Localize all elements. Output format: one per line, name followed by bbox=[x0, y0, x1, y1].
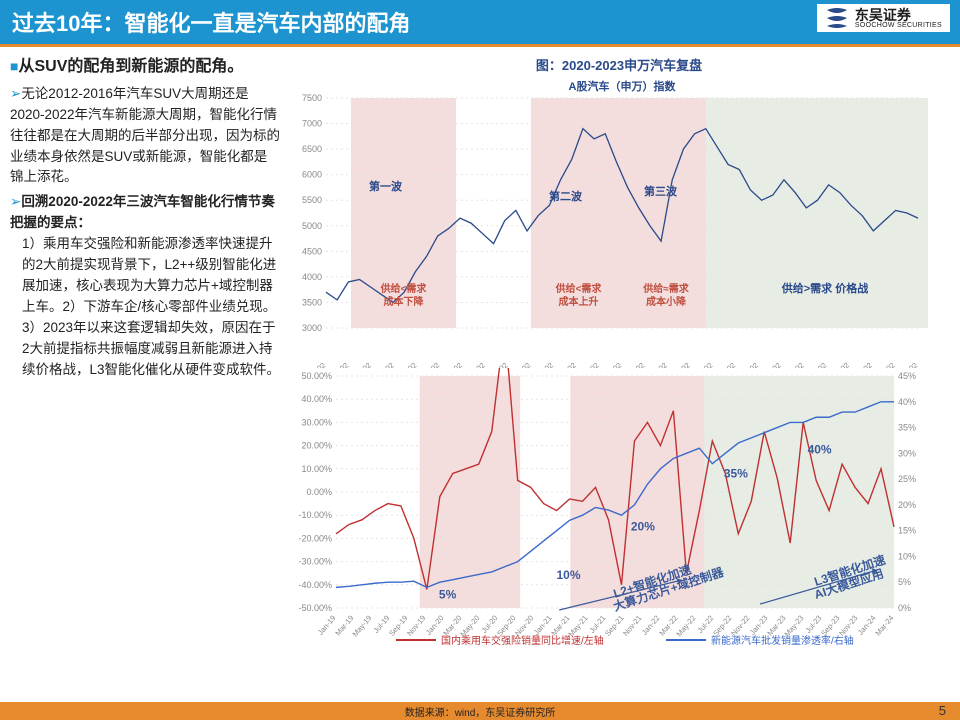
svg-text:30%: 30% bbox=[898, 448, 916, 458]
svg-text:-50.00%: -50.00% bbox=[298, 603, 332, 613]
svg-text:6000: 6000 bbox=[302, 170, 322, 180]
svg-text:20%: 20% bbox=[898, 500, 916, 510]
company-logo: 东吴证券 SOOCHOW SECURITIES bbox=[817, 4, 950, 32]
svg-text:7000: 7000 bbox=[302, 119, 322, 129]
svg-text:第一波: 第一波 bbox=[369, 179, 403, 193]
page-number: 5 bbox=[939, 703, 946, 718]
svg-text:-20.00%: -20.00% bbox=[298, 533, 332, 543]
svg-text:国内乘用车交强险销量同比增速/左轴: 国内乘用车交强险销量同比增速/左轴 bbox=[441, 634, 604, 647]
text-column: ■从SUV的配角到新能源的配角。 ➢无论2012-2016年汽车SUV大周期还是… bbox=[10, 55, 280, 648]
svg-text:May-23: May-23 bbox=[783, 614, 806, 639]
svg-text:2020-01-02: 2020-01-02 bbox=[292, 361, 327, 368]
footer-source: 数据来源：wind，东吴证券研究所 bbox=[405, 704, 556, 719]
svg-text:35%: 35% bbox=[724, 467, 748, 481]
svg-text:7500: 7500 bbox=[302, 93, 322, 103]
chart-title: 图：2020-2023申万汽车复盘 bbox=[288, 55, 950, 74]
svg-text:第二波: 第二波 bbox=[549, 189, 583, 203]
svg-text:成本小降: 成本小降 bbox=[646, 295, 687, 308]
svg-text:10%: 10% bbox=[556, 568, 580, 582]
svg-text:5%: 5% bbox=[898, 577, 911, 587]
svg-text:6500: 6500 bbox=[302, 144, 322, 154]
svg-text:May-22: May-22 bbox=[675, 614, 698, 639]
svg-text:-40.00%: -40.00% bbox=[298, 580, 332, 590]
bullet-h2: ➢回溯2020-2022年三波汽车智能化行情节奏把握的要点： bbox=[10, 192, 280, 234]
svg-text:0.00%: 0.00% bbox=[306, 487, 332, 497]
top-chart: 3000 3500 4000 4500 5000 5500 6000 6500 7000 7500… bbox=[288, 78, 928, 368]
svg-text:供给<需求: 供给<需求 bbox=[380, 282, 428, 295]
svg-text:-10.00%: -10.00% bbox=[298, 510, 332, 520]
svg-text:5500: 5500 bbox=[302, 195, 322, 205]
svg-text:35%: 35% bbox=[898, 423, 916, 433]
svg-text:40%: 40% bbox=[808, 442, 832, 456]
svg-text:Nov-23: Nov-23 bbox=[837, 614, 859, 638]
svg-text:0%: 0% bbox=[898, 603, 911, 613]
svg-text:3000: 3000 bbox=[302, 323, 322, 333]
svg-text:30.00%: 30.00% bbox=[301, 417, 332, 427]
svg-text:40%: 40% bbox=[898, 397, 916, 407]
logo-icon bbox=[825, 6, 849, 30]
svg-text:新能源汽车批发销量渗透率/右轴: 新能源汽车批发销量渗透率/右轴 bbox=[711, 634, 854, 647]
svg-text:5%: 5% bbox=[439, 587, 457, 601]
svg-text:-30.00%: -30.00% bbox=[298, 557, 332, 567]
svg-text:10%: 10% bbox=[898, 551, 916, 561]
svg-text:Mar-24: Mar-24 bbox=[873, 614, 895, 638]
svg-text:25%: 25% bbox=[898, 474, 916, 484]
bullet-heading: ■从SUV的配角到新能源的配角。 bbox=[10, 55, 280, 80]
svg-text:成本下降: 成本下降 bbox=[384, 295, 425, 308]
bullet-p2: 1）乘用车交强险和新能源渗透率快速提升的2大前提实现背景下，L2++级别智能化进… bbox=[10, 234, 280, 380]
bullet-p1: ➢无论2012-2016年汽车SUV大周期还是2020-2022年汽车新能源大周… bbox=[10, 84, 280, 189]
svg-text:供给≈需求: 供给≈需求 bbox=[642, 282, 689, 295]
slide-title: 过去10年：智能化一直是汽车内部的配角 bbox=[12, 6, 410, 38]
svg-text:40.00%: 40.00% bbox=[301, 394, 332, 404]
svg-text:20%: 20% bbox=[631, 520, 655, 534]
bottom-chart-svg: -50.00% -40.00% -30.00% -20.00% -10.00% 0.00%… bbox=[288, 368, 928, 648]
svg-text:45%: 45% bbox=[898, 371, 916, 381]
footer-bar: 数据来源：wind，东吴证券研究所 bbox=[0, 702, 960, 720]
svg-text:Nov-22: Nov-22 bbox=[729, 614, 751, 638]
svg-text:Nov-19: Nov-19 bbox=[405, 614, 427, 638]
top-chart-svg: 3000 3500 4000 4500 5000 5500 6000 6500 7000 7500… bbox=[288, 78, 928, 368]
svg-text:Nov-20: Nov-20 bbox=[513, 614, 535, 638]
svg-text:Nov-21: Nov-21 bbox=[621, 614, 643, 638]
svg-text:4500: 4500 bbox=[302, 246, 322, 256]
svg-text:5000: 5000 bbox=[302, 221, 322, 231]
logo-cn: 东吴证券 bbox=[855, 8, 942, 22]
svg-text:供给>需求 价格战: 供给>需求 价格战 bbox=[781, 281, 868, 295]
svg-text:供给<需求: 供给<需求 bbox=[555, 282, 603, 295]
svg-text:成本上升: 成本上升 bbox=[559, 295, 599, 308]
svg-text:20.00%: 20.00% bbox=[301, 441, 332, 451]
svg-text:May-19: May-19 bbox=[351, 614, 374, 639]
svg-text:A股汽车（申万）指数: A股汽车（申万）指数 bbox=[569, 79, 677, 93]
svg-text:第三波: 第三波 bbox=[644, 184, 678, 198]
content-area: ■从SUV的配角到新能源的配角。 ➢无论2012-2016年汽车SUV大周期还是… bbox=[0, 47, 960, 648]
logo-en: SOOCHOW SECURITIES bbox=[855, 22, 942, 29]
bottom-chart: -50.00% -40.00% -30.00% -20.00% -10.00% 0.00%… bbox=[288, 368, 928, 648]
svg-text:3500: 3500 bbox=[302, 297, 322, 307]
svg-text:50.00%: 50.00% bbox=[301, 371, 332, 381]
svg-text:15%: 15% bbox=[898, 526, 916, 536]
svg-text:May-21: May-21 bbox=[567, 614, 590, 639]
svg-text:May-20: May-20 bbox=[459, 614, 482, 639]
svg-text:10.00%: 10.00% bbox=[301, 464, 332, 474]
chart-column: 图：2020-2023申万汽车复盘 3000 3500 4000 4500 5000 55… bbox=[288, 55, 950, 648]
svg-text:4000: 4000 bbox=[302, 272, 322, 282]
